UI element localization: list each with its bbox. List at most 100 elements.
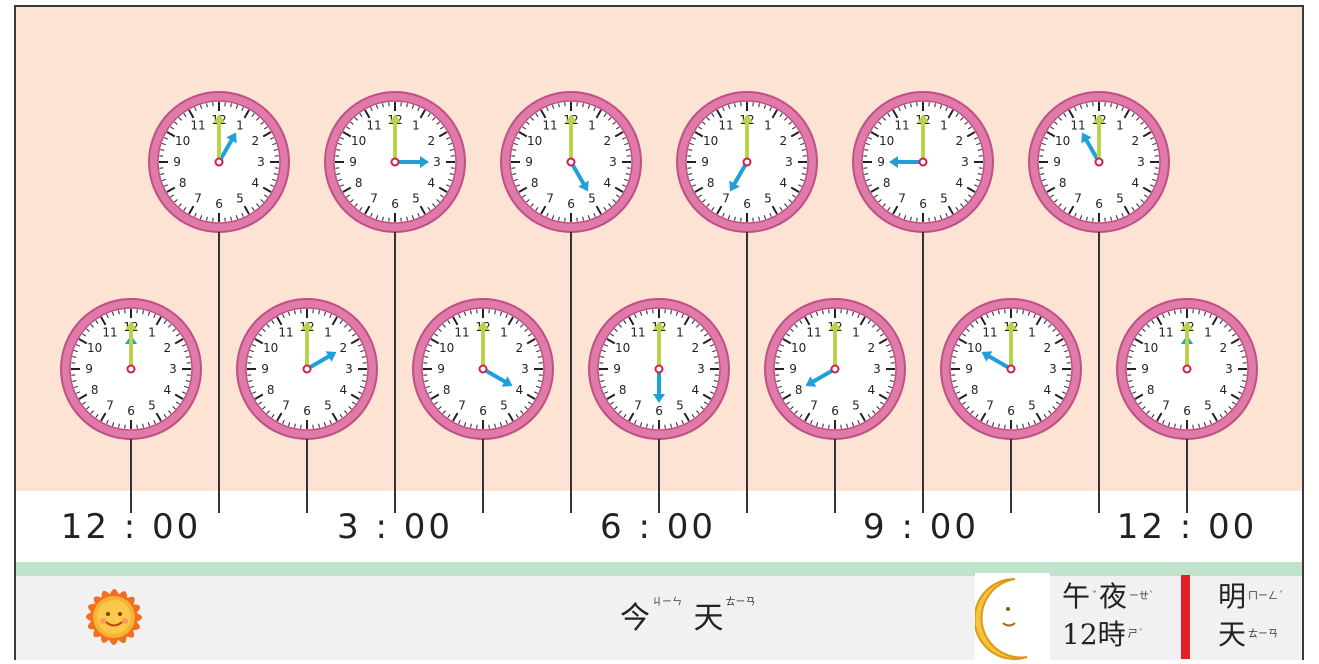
clock-tick bbox=[1061, 344, 1067, 347]
clock-tick bbox=[1040, 173, 1045, 175]
clock-tick bbox=[354, 117, 358, 121]
clock-tick bbox=[166, 131, 176, 138]
clock-tick bbox=[448, 142, 453, 146]
dial-number: 1 bbox=[1204, 326, 1212, 340]
clock-tick bbox=[248, 380, 253, 382]
dial-number: 5 bbox=[412, 191, 420, 205]
clock-tick bbox=[1041, 142, 1046, 146]
sun-ray bbox=[93, 596, 105, 607]
dial-number: 6 bbox=[567, 197, 575, 211]
clock-tick bbox=[786, 333, 790, 337]
dial-number: 8 bbox=[531, 176, 539, 190]
clock-tick bbox=[953, 385, 958, 389]
clock-tick bbox=[251, 344, 257, 347]
clock-stem bbox=[394, 232, 396, 513]
dial-number: 3 bbox=[433, 155, 441, 169]
clock-tick bbox=[276, 412, 283, 422]
clock-tick bbox=[815, 422, 819, 427]
clock-tick bbox=[621, 184, 627, 187]
clock-tick bbox=[452, 316, 459, 326]
dial-number: 6 bbox=[655, 404, 663, 418]
clock-tick bbox=[694, 131, 704, 138]
dial-number: 2 bbox=[604, 134, 612, 148]
clock-tick bbox=[118, 310, 120, 315]
clock-tick bbox=[520, 324, 524, 328]
clock-tick bbox=[786, 401, 790, 405]
clock-tick bbox=[194, 106, 197, 112]
clock-tick bbox=[425, 349, 430, 353]
clock-tick bbox=[251, 207, 255, 211]
clock-tick bbox=[161, 178, 166, 182]
dial-number: 6 bbox=[743, 197, 751, 211]
clock-tick bbox=[867, 414, 871, 418]
clock-tick bbox=[272, 178, 277, 182]
midnight-zhuyin-1: ˇ bbox=[1092, 591, 1098, 602]
clock-tick bbox=[449, 173, 454, 175]
clock-tick bbox=[1079, 104, 1083, 109]
day-bar bbox=[16, 576, 1302, 660]
clock-tick bbox=[788, 199, 792, 203]
clock-tick bbox=[75, 391, 81, 394]
dial-number: 2 bbox=[340, 341, 348, 355]
clock-tick bbox=[709, 391, 715, 394]
clock-tick bbox=[499, 422, 503, 427]
clock-tick bbox=[339, 137, 345, 140]
time-label-9: 9 : 00 bbox=[863, 507, 979, 547]
today-label: 今ㄐㄧㄣ 天ㄊㄧㄢ bbox=[620, 593, 758, 637]
clock-tick bbox=[271, 320, 275, 324]
minute-hand bbox=[477, 321, 489, 371]
clock-tick bbox=[888, 385, 893, 389]
clock-tick bbox=[106, 313, 109, 319]
clock-tick bbox=[1058, 203, 1062, 207]
clock-tick bbox=[494, 310, 496, 315]
clock-tick bbox=[1131, 391, 1137, 394]
dial-number: 3 bbox=[609, 155, 617, 169]
clock-tick bbox=[360, 385, 365, 389]
clock-tick bbox=[952, 380, 957, 382]
clock-tick bbox=[251, 113, 255, 117]
clock-tick bbox=[513, 142, 518, 146]
clock-tick bbox=[776, 380, 781, 382]
clock-tick bbox=[1027, 311, 1031, 316]
clock-tick bbox=[526, 199, 530, 203]
clock-stem bbox=[658, 439, 660, 513]
clock-tick bbox=[872, 410, 876, 414]
sun-icon bbox=[86, 589, 142, 645]
clock-tick bbox=[683, 316, 690, 326]
clock-tick bbox=[111, 311, 115, 316]
clock-tick bbox=[722, 106, 725, 112]
dial-number: 11 bbox=[542, 119, 557, 133]
clock-tick bbox=[794, 324, 798, 328]
dial-number: 7 bbox=[1074, 191, 1082, 205]
clock-tick bbox=[945, 212, 948, 218]
clock-9: 121234567891011 bbox=[852, 91, 994, 233]
clock-tick bbox=[910, 216, 912, 221]
clock-tick bbox=[359, 113, 363, 117]
clock-tick bbox=[262, 186, 272, 193]
clock-tick bbox=[1162, 313, 1165, 319]
clock-tick bbox=[254, 338, 264, 345]
dial-number: 3 bbox=[697, 362, 705, 376]
dial-number: 5 bbox=[852, 398, 860, 412]
clock-tick bbox=[526, 393, 536, 400]
clock-tick bbox=[716, 205, 723, 215]
clock-tick bbox=[1142, 131, 1152, 138]
day-boundary-divider bbox=[1181, 575, 1190, 659]
dial-number: 10 bbox=[703, 134, 718, 148]
clock-tick bbox=[880, 401, 884, 405]
dial-number: 3 bbox=[1049, 362, 1057, 376]
midnight-zhuyin-2: ㄧㄝˋ bbox=[1129, 591, 1155, 602]
clock-tick bbox=[1241, 380, 1246, 382]
clock-tick bbox=[72, 356, 77, 358]
clock-tick bbox=[670, 423, 672, 428]
clock-tick bbox=[1050, 126, 1054, 130]
clock-tick bbox=[683, 412, 690, 422]
clock-stem bbox=[482, 439, 484, 513]
clock-tick bbox=[1086, 103, 1088, 108]
clock-tick bbox=[1115, 215, 1119, 220]
clock-tick bbox=[163, 184, 169, 187]
dial-number: 5 bbox=[588, 191, 596, 205]
clock-tick bbox=[970, 324, 974, 328]
clock-tick bbox=[1211, 412, 1218, 422]
clock-tick bbox=[857, 313, 860, 319]
